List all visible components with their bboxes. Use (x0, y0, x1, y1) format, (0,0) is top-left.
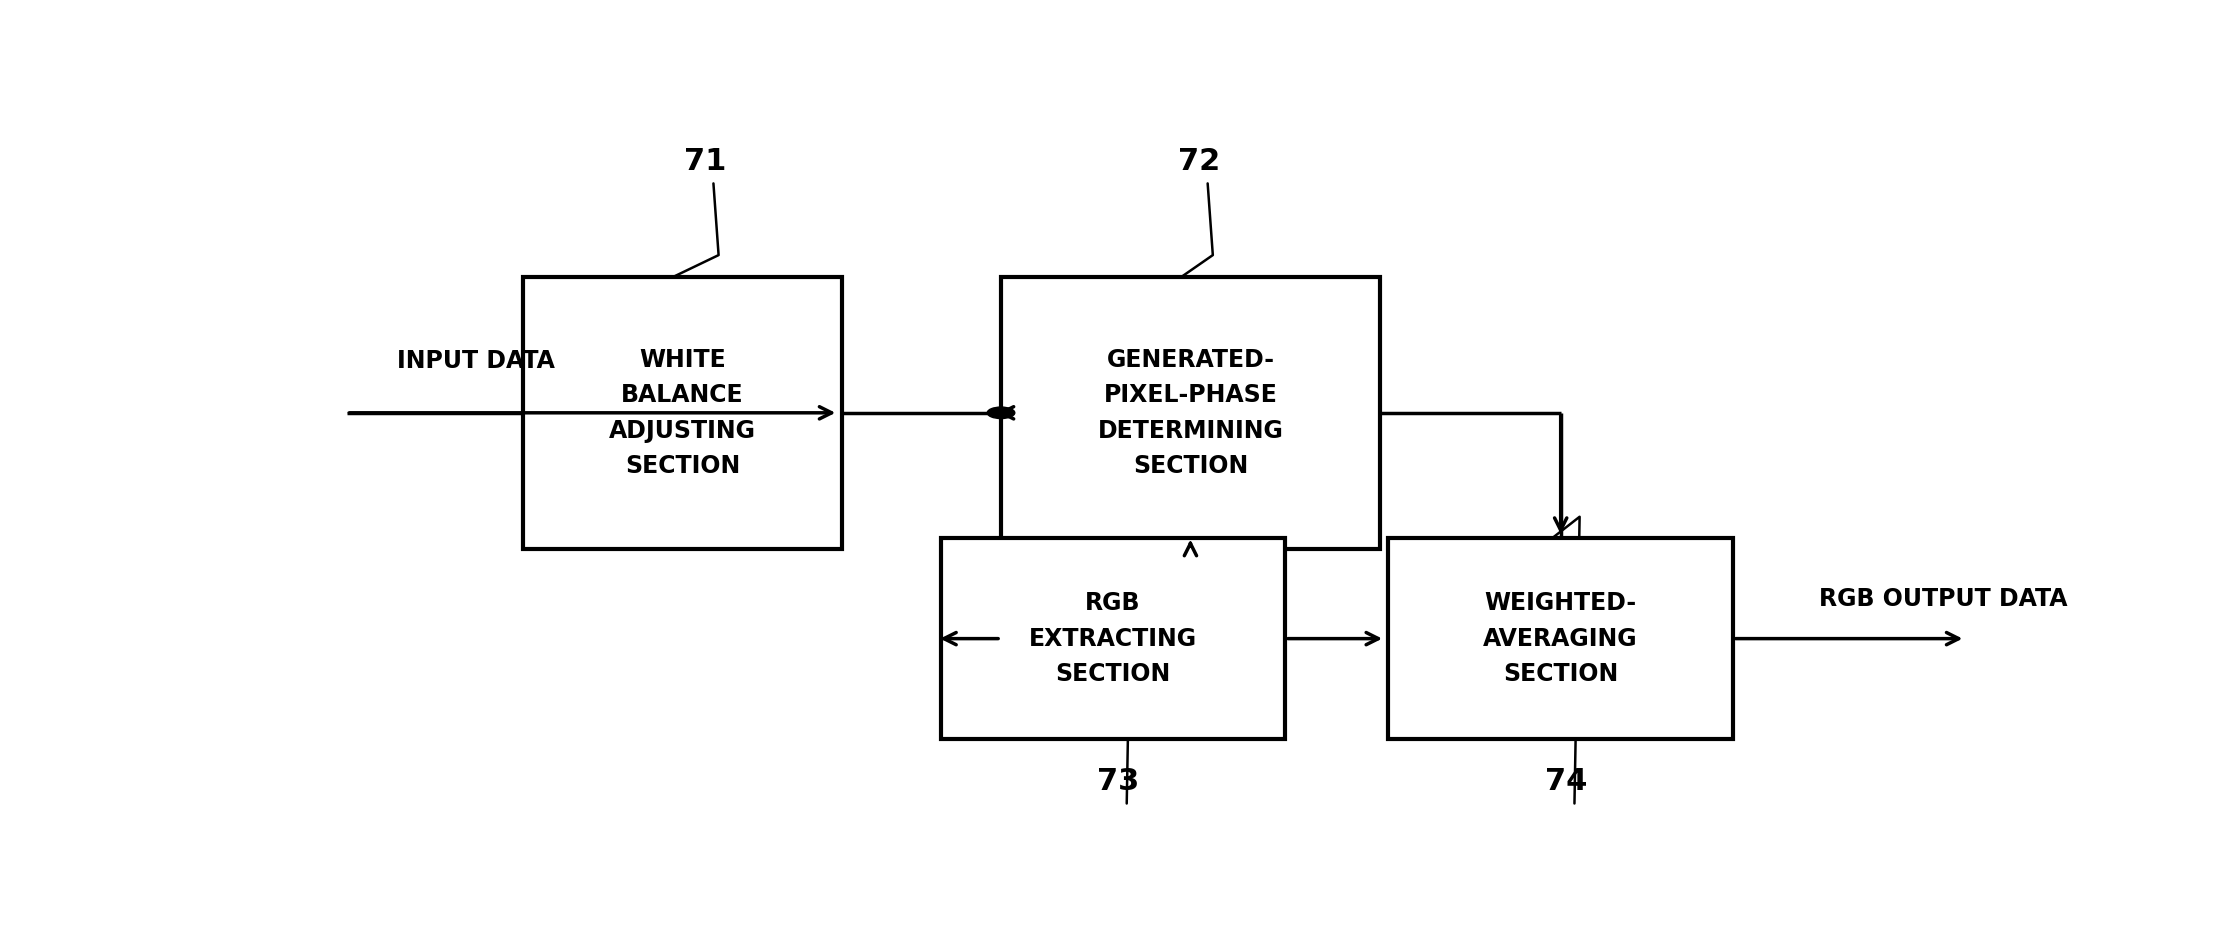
Text: RGB OUTPUT DATA: RGB OUTPUT DATA (1820, 587, 2066, 611)
Text: 73: 73 (1098, 767, 1140, 797)
Text: 71: 71 (684, 147, 727, 176)
Bar (940, 538, 1284, 739)
Bar (1389, 538, 1733, 739)
Text: 72: 72 (1178, 147, 1220, 176)
Text: WHITE
BALANCE
ADJUSTING
SECTION: WHITE BALANCE ADJUSTING SECTION (609, 347, 755, 478)
Text: GENERATED-
PIXEL-PHASE
DETERMINING
SECTION: GENERATED- PIXEL-PHASE DETERMINING SECTI… (1098, 347, 1284, 478)
Bar (522, 277, 842, 549)
Circle shape (987, 407, 1015, 419)
Bar (1000, 277, 1380, 549)
Text: RGB
EXTRACTING
SECTION: RGB EXTRACTING SECTION (1029, 591, 1198, 686)
Text: INPUT DATA: INPUT DATA (398, 349, 556, 373)
Text: WEIGHTED-
AVERAGING
SECTION: WEIGHTED- AVERAGING SECTION (1484, 591, 1638, 686)
Text: 74: 74 (1544, 767, 1587, 797)
